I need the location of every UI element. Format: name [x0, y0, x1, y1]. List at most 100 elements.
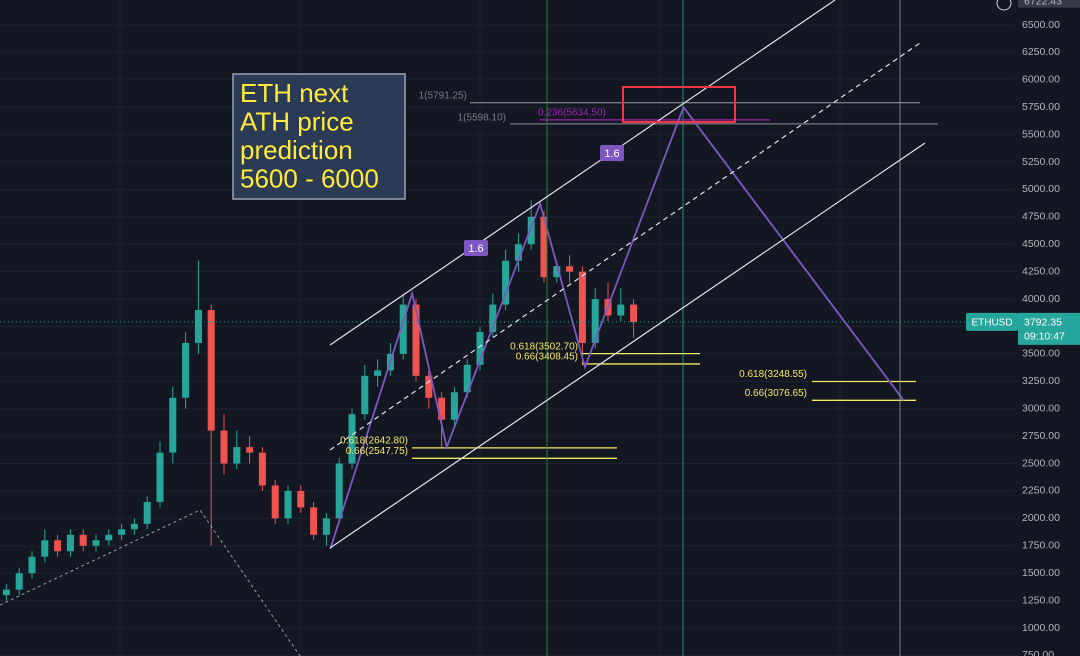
crosshair-tag: [1018, 0, 1080, 8]
candle-body: [540, 216, 548, 278]
target-box: [622, 86, 736, 123]
candle-body: [28, 556, 36, 574]
y-tick-label: 3000.00: [1022, 403, 1060, 415]
candle-body: [438, 397, 446, 420]
candle-body: [514, 244, 522, 261]
channel-lower: [329, 142, 926, 549]
candle-body: [220, 430, 228, 464]
y-tick-label: 5000.00: [1022, 183, 1060, 195]
pattern-label-box: [464, 240, 488, 256]
candle-body: [130, 523, 138, 530]
symbol-label: ETHUSD: [971, 317, 1012, 328]
candle-body: [425, 375, 433, 398]
y-tick-label: 4500.00: [1022, 238, 1060, 250]
candle-body: [143, 501, 151, 524]
candle-body: [527, 216, 535, 245]
annotation-text: prediction: [240, 135, 353, 165]
drawings: [0, 0, 926, 656]
y-tick-label: 1250.00: [1022, 594, 1060, 606]
candle-body: [66, 534, 74, 552]
candle-body: [284, 490, 292, 519]
countdown: 09:10:47: [1024, 331, 1065, 343]
channel-upper: [329, 0, 836, 346]
candle-body: [374, 370, 382, 376]
y-tick-label: 2500.00: [1022, 457, 1060, 469]
y-tick-label: 5250.00: [1022, 156, 1060, 168]
candle-body: [617, 304, 625, 316]
annotation-text: 5600 - 6000: [240, 164, 379, 194]
candle-body: [92, 540, 100, 546]
y-tick-label: 2000.00: [1022, 512, 1060, 524]
candle-body: [553, 266, 561, 278]
candle-body: [41, 540, 49, 557]
fib-label: 1(5791.25): [419, 90, 467, 101]
candle-body: [630, 304, 638, 323]
candle-body: [502, 260, 510, 305]
candle-body: [207, 310, 215, 431]
y-tick-label: 5750.00: [1022, 101, 1060, 113]
last-price: 3792.35: [1024, 317, 1062, 329]
fib-label: 1(5598.10): [458, 113, 506, 124]
pattern-label: 1.6: [604, 148, 619, 160]
pattern-label: 1.6: [468, 243, 483, 255]
y-tick-label: 3250.00: [1022, 375, 1060, 387]
harmonic-pattern: [329, 105, 905, 550]
fib-label: 0.236(5634.50): [538, 108, 606, 119]
candle-body: [476, 331, 484, 365]
fib-label: 0.66(3076.65): [745, 388, 807, 399]
annotation-box: [232, 73, 406, 200]
y-tick-label: 750.00: [1022, 649, 1054, 656]
candle-body: [182, 342, 190, 398]
y-tick-label: 3500.00: [1022, 348, 1060, 360]
candle-body: [361, 375, 369, 415]
y-tick-label: 6250.00: [1022, 46, 1060, 58]
y-tick-label: 5500.00: [1022, 128, 1060, 140]
candle-body: [194, 310, 202, 343]
y-tick-label: 2250.00: [1022, 485, 1060, 497]
candle-body: [578, 271, 586, 343]
candle-body: [79, 534, 87, 546]
candle-body: [450, 392, 458, 420]
candle-body: [271, 485, 279, 519]
candle-body: [246, 447, 254, 453]
y-tick-label: 4000.00: [1022, 293, 1060, 305]
candle-body: [566, 266, 574, 272]
y-tick-label: 2750.00: [1022, 430, 1060, 442]
candle-body: [335, 463, 343, 519]
candle-body: [489, 304, 497, 332]
candle-body: [399, 304, 407, 354]
grid: [0, 0, 1015, 656]
candle-body: [258, 452, 266, 486]
price-tag: [1018, 312, 1080, 345]
candle-body: [591, 299, 599, 343]
candle-body: [156, 452, 164, 502]
y-tick-label: 1500.00: [1022, 567, 1060, 579]
candle-body: [15, 573, 23, 590]
fib-label: 0.66(3408.45): [516, 352, 578, 363]
y-tick-label: 6000.00: [1022, 74, 1060, 86]
channel-middle: [329, 42, 921, 451]
candle-body: [412, 304, 420, 376]
price-axis-labels: 750.00 1000.00 1250.00 1500.00 1750.00 2000.0…: [966, 0, 1080, 656]
candle-body: [310, 507, 318, 535]
candle-body: [118, 529, 126, 535]
candle-body: [297, 490, 305, 508]
candle-body: [169, 397, 177, 453]
candle-body: [2, 589, 10, 596]
annotations: 1(5791.25) 1(5598.10) 0.236(5634.50) 0.618(…: [232, 73, 807, 457]
candle-body: [322, 518, 330, 535]
annotation-text: ETH next: [240, 78, 349, 108]
candle-body: [348, 414, 356, 464]
y-tick-label: 1000.00: [1022, 622, 1060, 634]
annotation-text: ATH price: [240, 106, 354, 136]
candle-body: [54, 540, 62, 552]
fib-label: 0.66(2547.75): [346, 446, 408, 457]
y-tick-label: 4250.00: [1022, 265, 1060, 277]
symbol-tag: [966, 312, 1018, 331]
fib-label: 0.618(2642.80): [340, 436, 408, 447]
plot: [0, 102, 1015, 601]
y-tick-label: 4750.00: [1022, 211, 1060, 223]
candle-body: [463, 364, 471, 393]
